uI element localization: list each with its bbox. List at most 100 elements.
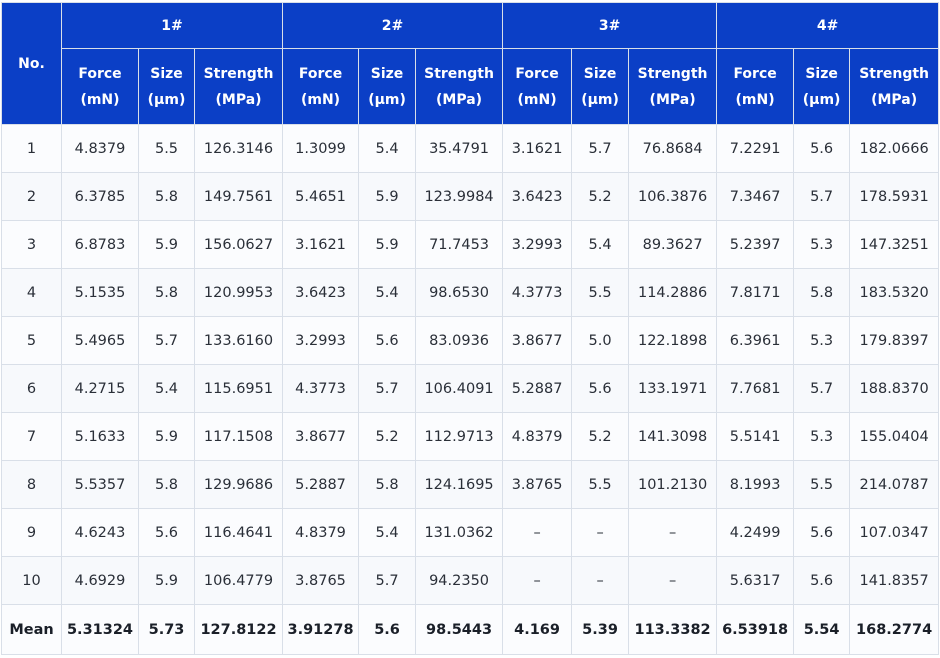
strength-header: Strength (MPa)	[849, 48, 940, 125]
force-label: Force	[733, 65, 777, 82]
group-header-4: 4#	[716, 2, 940, 49]
row-number-cell: 1	[1, 124, 62, 173]
strength-header: Strength (MPa)	[628, 48, 718, 125]
strength-cell: 112.9713	[415, 412, 504, 461]
force-cell: 1.3099	[282, 124, 360, 173]
strength-cell: 141.3098	[628, 412, 718, 461]
force-label: Force	[78, 65, 122, 82]
strength-cell: 129.9686	[193, 460, 284, 509]
force-cell: 3.1621	[502, 124, 573, 173]
force-cell: 7.8171	[716, 268, 795, 317]
force-cell: 5.5357	[61, 460, 139, 509]
force-cell: 5.5141	[716, 412, 795, 461]
force-cell: 5.1633	[61, 412, 139, 461]
force-cell: 3.8765	[502, 460, 573, 509]
force-cell: 6.3785	[61, 172, 139, 221]
strength-cell: 83.0936	[415, 316, 504, 365]
mean-strength-cell: 127.8122	[193, 604, 284, 655]
size-cell: 5.6	[358, 316, 417, 365]
force-cell: 4.2715	[61, 364, 139, 413]
force-cell: 3.2993	[282, 316, 360, 365]
force-header: Force (mN)	[716, 48, 795, 125]
strength-cell: –	[628, 508, 718, 557]
force-cell: 3.8677	[282, 412, 360, 461]
strength-header: Strength (MPa)	[193, 48, 284, 125]
force-cell: 7.7681	[716, 364, 795, 413]
mean-strength-cell: 113.3382	[628, 604, 718, 655]
table-row: 7 5.1633 5.9 117.1508 3.8677 5.2 112.9713 4.837…	[1, 412, 940, 461]
size-cell: 5.8	[138, 172, 195, 221]
strength-cell: 147.3251	[849, 220, 940, 269]
force-label: Force	[298, 65, 343, 82]
size-cell: 5.8	[793, 268, 851, 317]
size-cell: 5.5	[138, 124, 195, 173]
strength-label: Strength	[424, 65, 494, 82]
size-label: Size	[370, 65, 404, 82]
strength-cell: 89.3627	[628, 220, 718, 269]
row-number-cell: 6	[1, 364, 62, 413]
force-cell: 4.8379	[502, 412, 573, 461]
strength-cell: 106.4091	[415, 364, 504, 413]
strength-cell: 122.1898	[628, 316, 718, 365]
size-cell: 5.4	[358, 508, 417, 557]
group-header-3: 3#	[502, 2, 718, 49]
size-cell: 5.5	[571, 268, 630, 317]
strength-cell: –	[628, 556, 718, 605]
mean-size-cell: 5.73	[138, 604, 195, 655]
mean-force-cell: 3.91278	[282, 604, 360, 655]
force-cell: 4.8379	[61, 124, 139, 173]
mean-size-cell: 5.6	[358, 604, 417, 655]
group-header-2: 2#	[282, 2, 504, 49]
size-cell: 5.7	[358, 556, 417, 605]
strength-cell: 178.5931	[849, 172, 940, 221]
size-cell: 5.8	[138, 268, 195, 317]
force-cell: 5.2887	[282, 460, 360, 509]
size-cell: 5.2	[358, 412, 417, 461]
size-cell: 5.6	[793, 508, 851, 557]
force-cell: 7.2291	[716, 124, 795, 173]
force-cell: 3.6423	[282, 268, 360, 317]
mean-size-cell: 5.39	[571, 604, 630, 655]
table-row: 5 5.4965 5.7 133.6160 3.2993 5.6 83.0936 3.8677…	[1, 316, 940, 365]
strength-label: Strength	[203, 65, 274, 82]
size-header: Size (μm)	[571, 48, 630, 125]
strength-cell: 183.5320	[849, 268, 940, 317]
size-cell: 5.9	[138, 220, 195, 269]
mean-force-cell: 5.31324	[61, 604, 139, 655]
strength-cell: 126.3146	[193, 124, 284, 173]
strength-cell: 106.3876	[628, 172, 718, 221]
force-cell: 6.8783	[61, 220, 139, 269]
strength-cell: 114.2886	[628, 268, 718, 317]
size-cell: 5.4	[138, 364, 195, 413]
table-row: 6 4.2715 5.4 115.6951 4.3773 5.7 106.4091 5.288…	[1, 364, 940, 413]
strength-cell: 107.0347	[849, 508, 940, 557]
size-cell: 5.9	[138, 556, 195, 605]
row-number-cell: 2	[1, 172, 62, 221]
force-cell: 7.3467	[716, 172, 795, 221]
size-cell: 5.3	[793, 316, 851, 365]
group-header-1: 1#	[60, 2, 284, 49]
strength-cell: 76.8684	[628, 124, 718, 173]
mean-force-cell: 6.53918	[716, 604, 795, 655]
size-header: Size (μm)	[358, 48, 417, 125]
strength-cell: 133.1971	[628, 364, 718, 413]
force-unit: (mN)	[517, 91, 557, 108]
strength-unit: (MPa)	[215, 91, 262, 108]
table-row: 4 5.1535 5.8 120.9953 3.6423 5.4 98.6530 4.3773…	[1, 268, 940, 317]
size-cell: 5.4	[358, 124, 417, 173]
force-cell: 3.6423	[502, 172, 573, 221]
force-cell: 4.2499	[716, 508, 795, 557]
force-unit: (mN)	[300, 91, 341, 108]
force-cell: –	[502, 508, 573, 557]
row-number-cell: 4	[1, 268, 62, 317]
force-unit: (mN)	[80, 91, 120, 108]
strength-cell: 123.9984	[415, 172, 504, 221]
strength-cell: 156.0627	[193, 220, 284, 269]
size-cell: 5.4	[571, 220, 630, 269]
row-number-cell: 10	[1, 556, 62, 605]
row-number-cell: 3	[1, 220, 62, 269]
force-cell: 5.6317	[716, 556, 795, 605]
strength-cell: 35.4791	[415, 124, 504, 173]
strength-cell: 214.0787	[849, 460, 940, 509]
